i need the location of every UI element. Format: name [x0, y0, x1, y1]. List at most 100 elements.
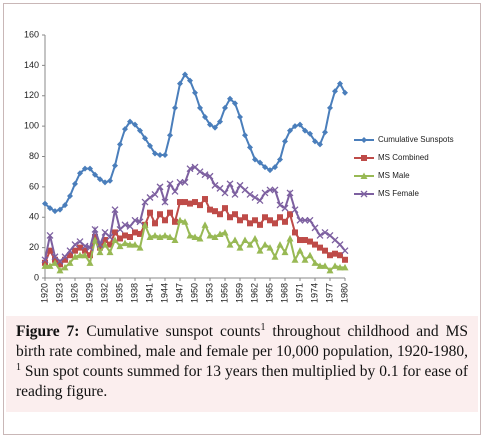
- data-point: [142, 135, 148, 142]
- data-point: [291, 206, 299, 214]
- x-tick-label: 1980: [339, 283, 349, 303]
- data-point: [192, 199, 198, 206]
- data-point: [232, 211, 238, 218]
- data-point: [316, 262, 324, 269]
- data-point: [196, 235, 204, 242]
- data-point: [91, 236, 99, 244]
- data-point: [107, 177, 113, 184]
- data-point: [46, 262, 54, 269]
- data-point: [311, 259, 319, 266]
- data-point: [161, 231, 169, 239]
- data-point: [292, 123, 298, 130]
- y-tick-label: 40: [29, 212, 39, 222]
- data-point: [66, 259, 74, 266]
- data-point: [166, 180, 174, 188]
- x-tick-label: 1941: [144, 283, 154, 303]
- data-point: [332, 88, 338, 95]
- data-point: [86, 259, 94, 266]
- data-point: [192, 89, 198, 96]
- data-point: [337, 80, 343, 87]
- data-point: [196, 168, 204, 176]
- data-point: [217, 211, 223, 218]
- data-point: [312, 138, 318, 145]
- data-point: [72, 247, 78, 254]
- x-tick-label: 1938: [129, 283, 139, 303]
- data-point: [257, 159, 263, 166]
- data-point: [317, 244, 323, 251]
- data-point: [297, 121, 303, 128]
- x-tick-label: 1935: [114, 283, 124, 303]
- data-point: [112, 162, 118, 169]
- data-point: [227, 95, 233, 102]
- data-point: [231, 236, 239, 244]
- data-point: [217, 118, 223, 125]
- y-tick-label: 120: [24, 90, 39, 100]
- data-point: [126, 222, 134, 230]
- x-tick-label: 1968: [279, 283, 289, 303]
- data-point: [137, 127, 143, 134]
- data-point: [301, 256, 309, 263]
- data-point: [186, 231, 194, 239]
- data-point: [281, 204, 289, 212]
- data-point: [137, 230, 143, 237]
- data-point: [77, 244, 83, 251]
- data-point: [56, 266, 64, 274]
- data-point: [267, 167, 273, 174]
- data-point: [267, 217, 273, 224]
- data-point: [127, 118, 133, 125]
- data-point: [121, 239, 129, 247]
- data-point: [247, 144, 253, 151]
- data-point: [286, 189, 294, 197]
- data-point: [211, 181, 219, 189]
- y-tick-label: 0: [34, 272, 39, 282]
- data-point: [72, 180, 78, 187]
- data-point: [132, 121, 138, 128]
- data-point: [281, 248, 289, 256]
- data-point: [112, 229, 118, 236]
- data-point: [82, 165, 88, 172]
- data-point: [51, 259, 59, 266]
- data-point: [42, 200, 48, 207]
- caption-label: Figure 7:: [16, 323, 80, 340]
- data-point: [47, 247, 53, 254]
- data-point: [167, 132, 173, 139]
- data-point: [102, 179, 108, 186]
- data-point: [252, 156, 258, 163]
- data-point: [127, 233, 133, 240]
- legend-marker: [360, 190, 368, 198]
- data-point: [67, 192, 73, 199]
- data-point: [176, 216, 184, 224]
- x-tick-label: 1965: [264, 283, 274, 303]
- x-tick-label: 1959: [234, 283, 244, 303]
- data-point: [282, 138, 288, 145]
- data-point: [256, 197, 264, 205]
- data-point: [76, 251, 84, 259]
- data-point: [322, 129, 328, 136]
- y-tick-label: 160: [24, 29, 39, 39]
- x-tick-label: 1929: [84, 283, 94, 303]
- data-point: [302, 237, 308, 244]
- data-point: [87, 165, 93, 172]
- data-point: [146, 194, 154, 201]
- caption-sup: 1: [260, 321, 266, 333]
- data-point: [261, 189, 269, 197]
- y-tick-label: 20: [29, 242, 39, 252]
- data-point: [341, 247, 349, 255]
- data-point: [106, 248, 114, 256]
- data-point: [201, 221, 209, 228]
- data-point: [156, 183, 164, 191]
- data-point: [141, 221, 149, 228]
- x-tick-label: 1962: [249, 283, 259, 303]
- data-point: [231, 191, 239, 198]
- y-tick-label: 140: [24, 60, 39, 70]
- data-point: [81, 242, 89, 250]
- data-point: [301, 216, 309, 224]
- data-point: [171, 187, 179, 195]
- data-point: [336, 263, 344, 271]
- data-point: [147, 209, 153, 216]
- data-point: [161, 198, 169, 206]
- data-point: [246, 241, 254, 248]
- legend-label: Cumulative Sunspots: [378, 135, 454, 144]
- data-point: [172, 104, 178, 111]
- data-point: [136, 218, 144, 226]
